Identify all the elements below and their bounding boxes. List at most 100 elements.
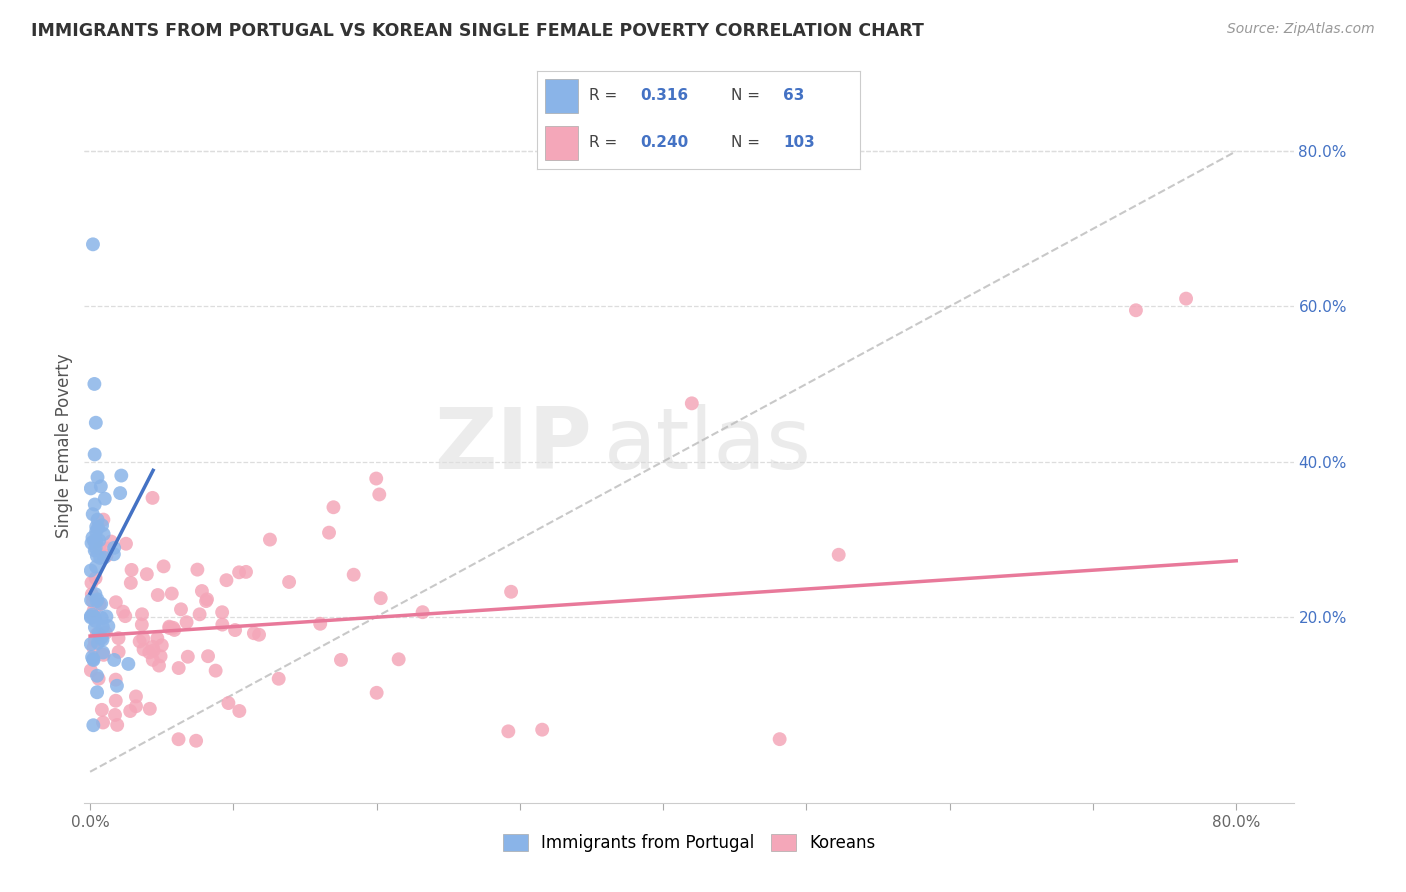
Point bbox=[104, 708, 127, 723]
Point bbox=[80, 564, 103, 578]
Point bbox=[86, 534, 108, 549]
Point bbox=[259, 533, 281, 547]
Point bbox=[91, 645, 114, 659]
Point bbox=[84, 587, 107, 601]
Point bbox=[132, 632, 155, 646]
Point bbox=[769, 732, 792, 747]
Point bbox=[128, 634, 150, 648]
Point bbox=[87, 636, 110, 650]
Point bbox=[139, 702, 162, 716]
Point bbox=[211, 605, 233, 619]
Point bbox=[114, 609, 136, 624]
Point bbox=[343, 567, 366, 582]
Point bbox=[366, 471, 388, 485]
Point bbox=[163, 623, 186, 637]
Point bbox=[191, 584, 214, 599]
Point bbox=[86, 627, 108, 641]
Text: R =: R = bbox=[589, 136, 617, 151]
Point bbox=[142, 643, 165, 657]
Point bbox=[93, 648, 115, 662]
Point bbox=[117, 657, 139, 671]
Point bbox=[80, 637, 103, 651]
Point bbox=[243, 626, 266, 640]
Point bbox=[125, 699, 148, 714]
Point bbox=[309, 616, 332, 631]
Point bbox=[91, 518, 114, 533]
Point bbox=[86, 513, 108, 527]
Point bbox=[142, 653, 165, 667]
Point bbox=[87, 626, 110, 640]
Point bbox=[120, 575, 142, 590]
Point bbox=[83, 620, 105, 634]
Point bbox=[86, 470, 108, 484]
Point bbox=[80, 609, 103, 624]
Text: 103: 103 bbox=[783, 136, 814, 151]
Point bbox=[80, 482, 103, 496]
Point bbox=[83, 534, 105, 549]
Point bbox=[84, 541, 107, 555]
Point bbox=[83, 498, 105, 512]
Text: 0.316: 0.316 bbox=[641, 88, 689, 103]
Point bbox=[135, 567, 157, 582]
Point bbox=[110, 468, 132, 483]
Point bbox=[84, 571, 107, 585]
Point bbox=[84, 416, 107, 430]
Point bbox=[204, 664, 226, 678]
Point bbox=[247, 628, 270, 642]
Point bbox=[90, 611, 112, 625]
Point bbox=[1175, 292, 1198, 306]
Text: 0.240: 0.240 bbox=[641, 136, 689, 151]
Text: IMMIGRANTS FROM PORTUGAL VS KOREAN SINGLE FEMALE POVERTY CORRELATION CHART: IMMIGRANTS FROM PORTUGAL VS KOREAN SINGL… bbox=[31, 22, 924, 40]
Point bbox=[329, 653, 352, 667]
Point bbox=[104, 595, 127, 609]
Point bbox=[91, 715, 114, 730]
Text: atlas: atlas bbox=[605, 404, 813, 488]
Bar bbox=[546, 127, 578, 160]
Text: R =: R = bbox=[589, 88, 617, 103]
Point bbox=[186, 563, 208, 577]
Point bbox=[100, 534, 122, 549]
Text: N =: N = bbox=[731, 88, 761, 103]
Point bbox=[501, 584, 523, 599]
Point bbox=[217, 696, 239, 710]
Text: ZIP: ZIP bbox=[434, 404, 592, 488]
Point bbox=[103, 541, 125, 555]
Point bbox=[86, 594, 108, 608]
Point bbox=[681, 396, 703, 410]
Point bbox=[89, 533, 111, 548]
Point bbox=[366, 686, 388, 700]
Point bbox=[97, 619, 120, 633]
Point bbox=[89, 598, 111, 612]
Point bbox=[146, 632, 169, 646]
Point bbox=[498, 724, 520, 739]
Point bbox=[370, 591, 392, 606]
Point bbox=[86, 549, 108, 563]
Point bbox=[188, 607, 211, 622]
Point bbox=[86, 669, 108, 683]
Point bbox=[103, 653, 125, 667]
Point bbox=[87, 521, 110, 535]
Point bbox=[176, 615, 198, 630]
Point bbox=[86, 592, 108, 607]
Point bbox=[83, 604, 105, 618]
Point bbox=[167, 732, 190, 747]
Point bbox=[82, 531, 104, 545]
Point bbox=[84, 534, 107, 549]
Point bbox=[828, 548, 851, 562]
Point bbox=[318, 525, 340, 540]
Point bbox=[146, 588, 169, 602]
Point bbox=[80, 575, 103, 590]
Point bbox=[104, 673, 127, 687]
Point bbox=[170, 602, 193, 616]
Point bbox=[96, 609, 118, 624]
Text: Source: ZipAtlas.com: Source: ZipAtlas.com bbox=[1227, 22, 1375, 37]
Point bbox=[80, 587, 103, 601]
Point bbox=[82, 237, 104, 252]
Point bbox=[215, 573, 238, 587]
Point bbox=[93, 550, 115, 565]
Point bbox=[368, 487, 391, 501]
Point bbox=[80, 610, 103, 624]
Point bbox=[152, 559, 174, 574]
Point bbox=[211, 617, 233, 632]
Point bbox=[104, 694, 127, 708]
